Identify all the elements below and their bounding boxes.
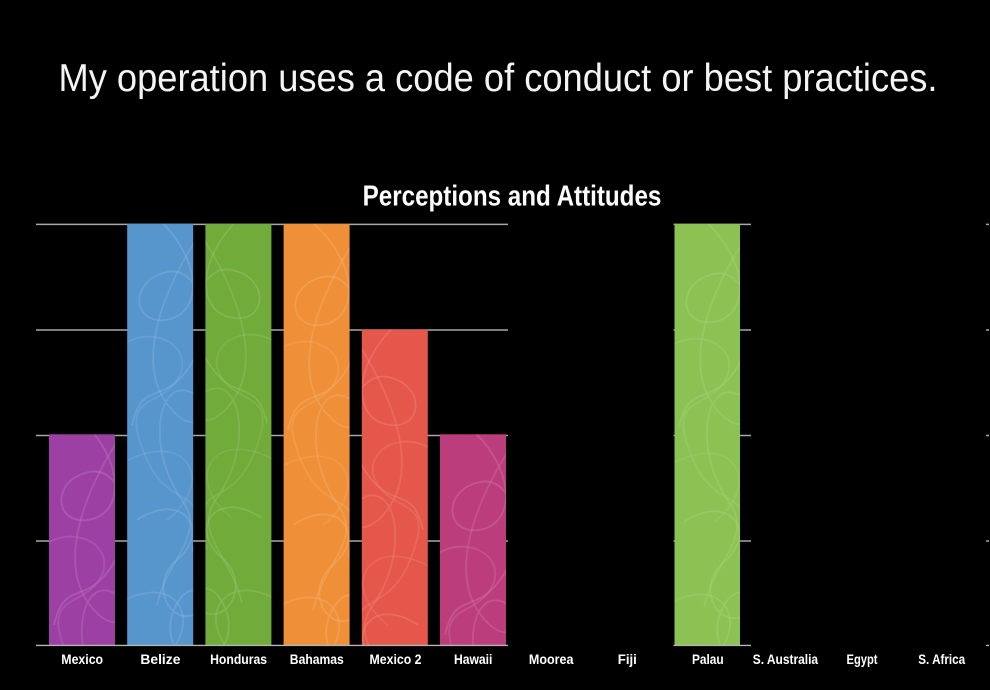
- svg-text:My operation uses a code of co: My operation uses a code of conduct or b…: [59, 57, 938, 100]
- svg-text:Palau: Palau: [692, 651, 724, 667]
- svg-text:Hawaii: Hawaii: [454, 651, 493, 667]
- svg-text:Fiji: Fiji: [618, 651, 637, 667]
- svg-text:Egypt: Egypt: [847, 651, 878, 667]
- svg-text:Honduras: Honduras: [210, 651, 267, 667]
- svg-text:Bahamas: Bahamas: [290, 651, 344, 667]
- svg-text:Mexico 2: Mexico 2: [370, 651, 422, 667]
- svg-text:Moorea: Moorea: [529, 651, 574, 667]
- svg-text:S. Australia: S. Australia: [753, 651, 818, 667]
- svg-text:Perceptions and Attitudes: Perceptions and Attitudes: [363, 181, 662, 213]
- svg-text:Mexico: Mexico: [61, 651, 103, 667]
- svg-text:S. Africa: S. Africa: [918, 651, 965, 667]
- svg-text:Belize: Belize: [140, 651, 180, 667]
